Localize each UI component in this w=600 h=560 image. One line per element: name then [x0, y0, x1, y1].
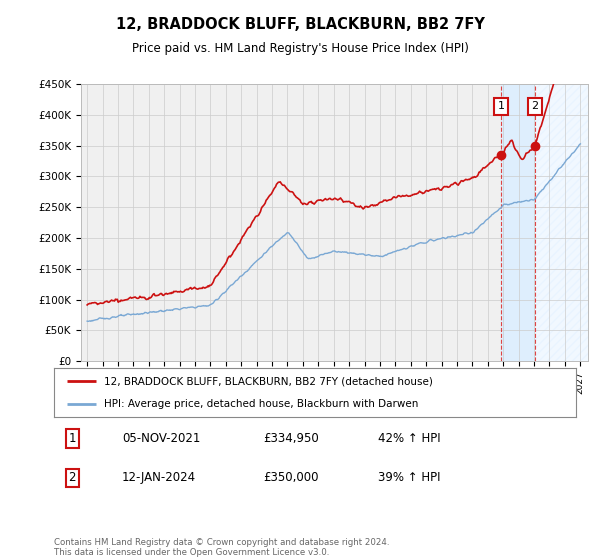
Text: 2: 2	[531, 101, 538, 111]
Text: 2: 2	[68, 471, 76, 484]
Text: £350,000: £350,000	[263, 471, 319, 484]
Text: Price paid vs. HM Land Registry's House Price Index (HPI): Price paid vs. HM Land Registry's House …	[131, 42, 469, 55]
Text: 12, BRADDOCK BLUFF, BLACKBURN, BB2 7FY: 12, BRADDOCK BLUFF, BLACKBURN, BB2 7FY	[116, 17, 484, 32]
Bar	[535, 84, 588, 361]
Bar	[535, 84, 588, 361]
Text: 1: 1	[497, 101, 505, 111]
Text: 1: 1	[68, 432, 76, 445]
Text: 42% ↑ HPI: 42% ↑ HPI	[377, 432, 440, 445]
Text: 05-NOV-2021: 05-NOV-2021	[122, 432, 200, 445]
Text: HPI: Average price, detached house, Blackburn with Darwen: HPI: Average price, detached house, Blac…	[104, 399, 418, 409]
Text: 39% ↑ HPI: 39% ↑ HPI	[377, 471, 440, 484]
Text: 12, BRADDOCK BLUFF, BLACKBURN, BB2 7FY (detached house): 12, BRADDOCK BLUFF, BLACKBURN, BB2 7FY (…	[104, 376, 433, 386]
Text: 12-JAN-2024: 12-JAN-2024	[122, 471, 196, 484]
Text: £334,950: £334,950	[263, 432, 319, 445]
Text: Contains HM Land Registry data © Crown copyright and database right 2024.
This d: Contains HM Land Registry data © Crown c…	[54, 538, 389, 557]
Bar	[501, 84, 535, 361]
